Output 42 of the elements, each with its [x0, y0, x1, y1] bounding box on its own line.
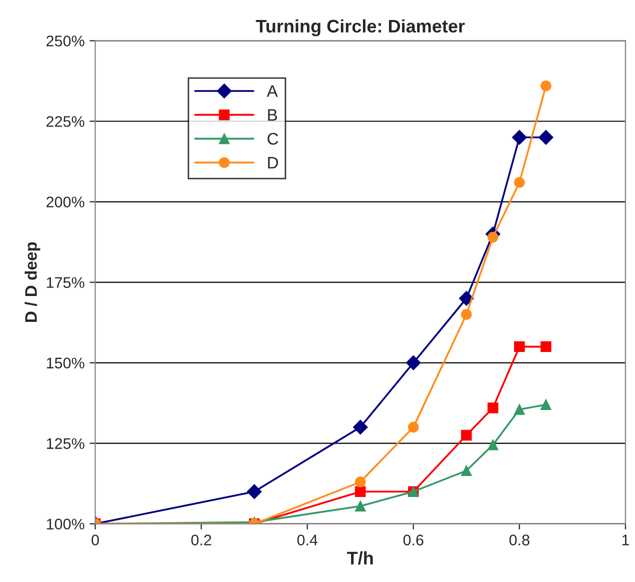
y-tick-label: 250%	[46, 36, 84, 46]
y-tick-label: 150%	[46, 358, 84, 368]
point	[540, 399, 552, 410]
y-tick-label: 125%	[46, 438, 84, 449]
point	[488, 402, 498, 414]
point	[538, 130, 554, 145]
x-axis-title: T/h	[347, 551, 373, 565]
x-tick-label: 0	[92, 534, 99, 546]
point	[461, 309, 472, 320]
point	[352, 420, 368, 435]
y-axis-title: D / D deep	[24, 242, 40, 322]
legend-label: D	[268, 156, 278, 168]
point	[488, 232, 498, 243]
point	[540, 80, 552, 92]
legend-label: A	[266, 85, 278, 97]
point	[540, 341, 552, 352]
y-tick-label: 225%	[46, 116, 84, 127]
x-tick-label: 0.8	[509, 534, 530, 546]
point	[461, 430, 472, 441]
point	[354, 500, 366, 512]
y-tick-label: 175%	[46, 277, 84, 288]
x-tick-label: 0.2	[191, 534, 212, 546]
point	[488, 440, 498, 450]
legend-label: C	[268, 132, 278, 145]
point	[459, 290, 474, 306]
y-tick-label: 100%	[46, 518, 84, 530]
point	[406, 355, 421, 370]
point	[512, 130, 527, 145]
point	[354, 476, 366, 488]
legend-label: B	[268, 109, 277, 121]
point	[514, 177, 525, 188]
x-tick-label: 0.4	[297, 534, 318, 546]
point	[246, 484, 262, 499]
y-tick-label: 200%	[46, 196, 84, 208]
x-tick-label: 0.6	[403, 534, 424, 546]
point	[514, 341, 525, 352]
point	[354, 486, 366, 497]
point	[408, 422, 419, 433]
chart-title: Turning Circle: Diameter	[256, 19, 465, 36]
x-tick-label: 1	[622, 534, 629, 546]
point	[461, 465, 472, 476]
point	[514, 404, 525, 415]
